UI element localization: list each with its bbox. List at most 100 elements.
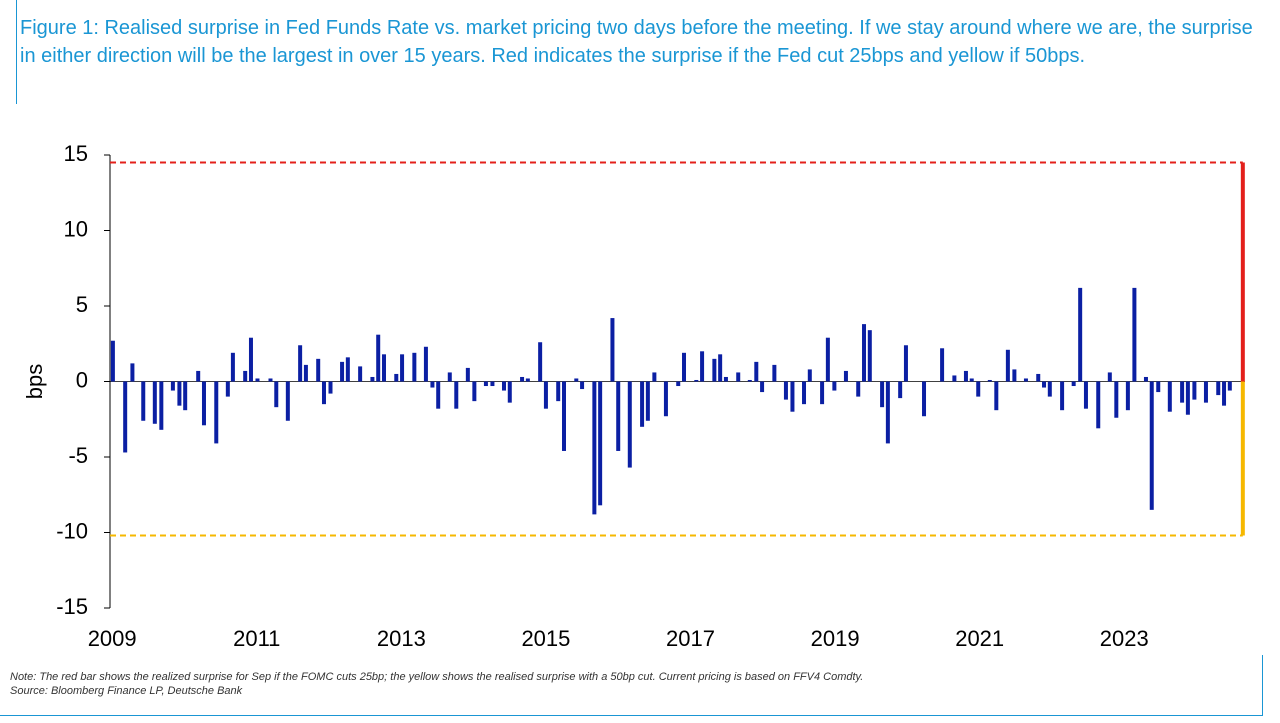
bar (430, 381, 435, 388)
bar (880, 381, 885, 408)
bar (922, 381, 927, 417)
bar (790, 381, 795, 412)
bar (676, 381, 681, 387)
bar (580, 381, 585, 390)
bar (885, 381, 890, 444)
bar (723, 376, 728, 382)
bar (345, 357, 350, 382)
bar (1060, 381, 1065, 411)
footnote: Note: The red bar shows the realized sur… (10, 670, 863, 698)
bar (303, 364, 308, 382)
bar (1107, 372, 1112, 382)
bar (969, 378, 974, 382)
bar (736, 372, 741, 382)
bar (328, 381, 333, 394)
bar (903, 345, 908, 382)
bar (1125, 381, 1130, 411)
x-tick-label: 2021 (955, 626, 1004, 651)
bar (1143, 376, 1148, 382)
bar (412, 352, 417, 382)
y-tick-label: 5 (76, 292, 88, 317)
y-tick-label: -5 (68, 443, 88, 468)
bar (454, 381, 459, 409)
bar (820, 381, 825, 405)
bar (316, 358, 321, 382)
bar (807, 369, 812, 382)
bar (472, 381, 477, 402)
bar (987, 379, 992, 382)
bar (400, 354, 405, 382)
bar (1192, 381, 1197, 400)
bar (340, 361, 345, 382)
bar (574, 378, 579, 382)
y-tick-label: 15 (64, 141, 88, 166)
bar (760, 381, 765, 393)
bar (592, 381, 597, 515)
y-tick-label: -10 (56, 518, 88, 543)
bar (783, 381, 788, 400)
bar (248, 337, 253, 382)
note: Note: The red bar shows the realized sur… (10, 671, 864, 683)
bar (423, 346, 428, 382)
bar (610, 318, 615, 382)
bar (832, 381, 837, 391)
bar (1185, 381, 1190, 415)
bar (1012, 369, 1017, 382)
bar (321, 381, 326, 405)
bar (1023, 378, 1028, 382)
bar (1114, 381, 1119, 418)
bar (394, 373, 399, 382)
bar (843, 370, 848, 382)
chart: -15 -10 -5 0 5 10 15 2009 2011 2013 2015 2017 2019 20… (22, 141, 1245, 651)
bar (225, 381, 230, 397)
bar (1216, 381, 1221, 396)
bar (376, 334, 381, 382)
bar (1071, 381, 1076, 387)
bar (825, 337, 830, 382)
y-tick-label: -15 (56, 594, 88, 619)
bar (230, 352, 235, 382)
bar (298, 345, 303, 382)
bar (177, 381, 182, 406)
bar (862, 324, 867, 382)
bar (1227, 381, 1232, 391)
chart-title: Figure 1: Realised surprise in Fed Funds… (20, 17, 1253, 67)
bar (159, 381, 164, 430)
frame-right (1262, 655, 1263, 715)
y-axis-label: bps (22, 364, 47, 399)
bar (898, 381, 903, 399)
bar (285, 381, 290, 421)
x-tick-label: 2017 (666, 626, 715, 651)
bar (940, 348, 945, 382)
bar (562, 381, 566, 451)
bar (152, 381, 157, 424)
bar (214, 381, 219, 444)
bar (196, 370, 201, 382)
bar (381, 354, 386, 382)
bar (718, 354, 723, 382)
bar (652, 372, 657, 382)
bar (994, 381, 999, 411)
bar (952, 375, 957, 382)
bar (447, 372, 452, 382)
bar (712, 358, 717, 382)
x-tick-label: 2019 (811, 626, 860, 651)
bar (465, 367, 470, 382)
title-rule (16, 0, 17, 104)
bar (1156, 381, 1161, 393)
bar (856, 381, 861, 397)
bar (141, 381, 146, 421)
bar (268, 378, 273, 382)
bar (170, 381, 175, 391)
frame-bottom (0, 715, 1263, 716)
bar (1167, 381, 1172, 412)
bar (525, 378, 530, 382)
bar (243, 370, 248, 382)
bar (183, 381, 188, 411)
bar (694, 379, 699, 382)
bar (802, 381, 807, 405)
bar (700, 351, 705, 382)
x-tick-label: 2023 (1100, 626, 1149, 651)
bar (130, 363, 135, 382)
